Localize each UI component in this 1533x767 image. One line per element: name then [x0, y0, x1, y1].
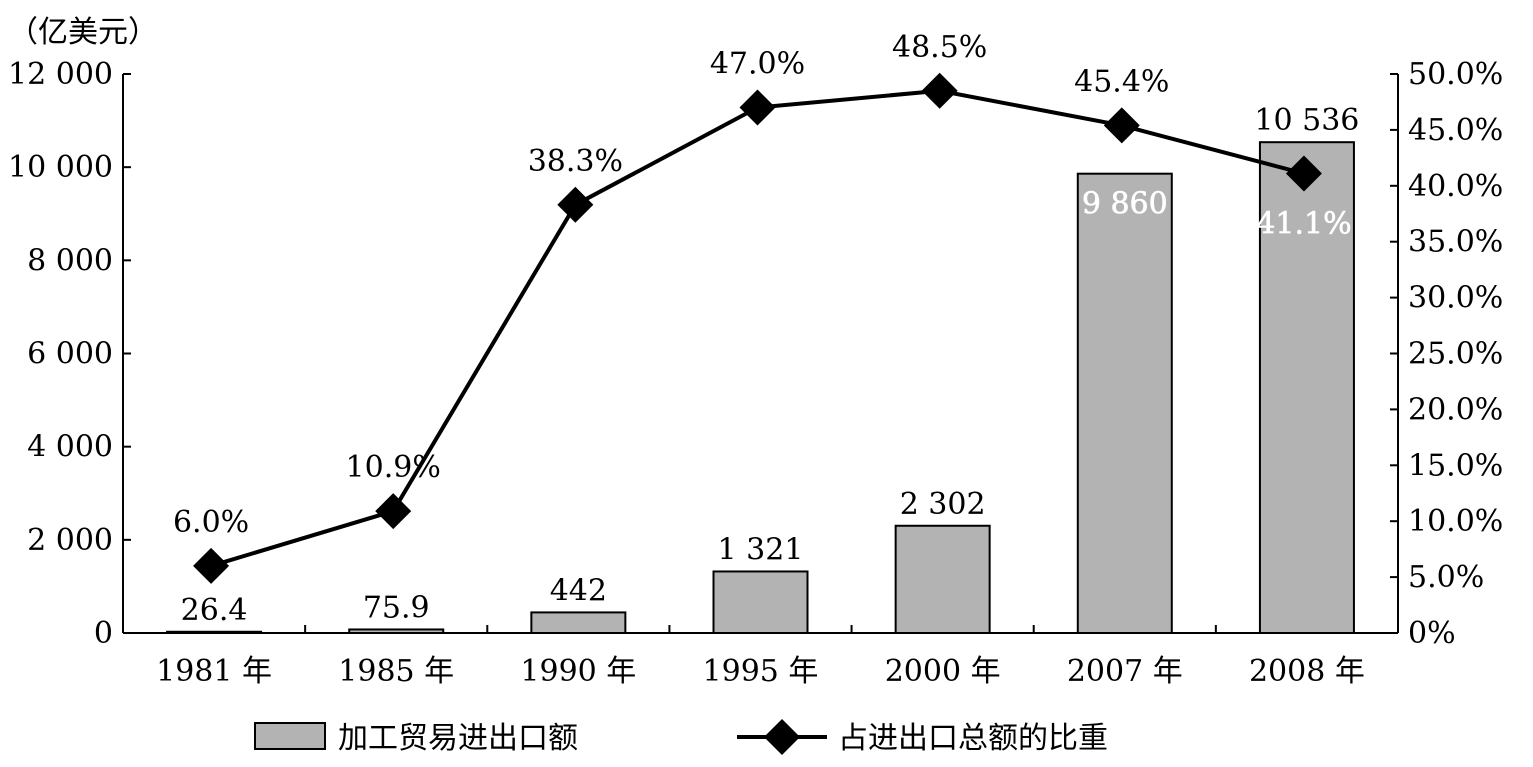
- x-tick-label: 1985 年: [338, 654, 454, 689]
- x-tick-label: 1995 年: [703, 654, 819, 689]
- x-tick-label: 1990 年: [520, 654, 636, 689]
- left-tick-label: 2 000: [27, 523, 113, 558]
- line-point-marker: [1285, 155, 1322, 192]
- bar-value-label: 442: [550, 573, 607, 608]
- bar-series: [166, 141, 1355, 635]
- left-tick-label: 10 000: [8, 150, 113, 185]
- bar: [1076, 172, 1173, 635]
- bar-value-label: 26.4: [181, 593, 248, 628]
- right-tick-label: 30.0%: [1408, 281, 1503, 316]
- line-value-label: 47.0%: [710, 47, 805, 82]
- bar: [348, 628, 445, 635]
- line-value-label: 48.5%: [892, 30, 987, 65]
- bar-value-label: 10 536: [1254, 103, 1359, 138]
- bar-value-label: 2 302: [900, 487, 986, 522]
- legend-bar-label: 加工贸易进出口额: [338, 721, 578, 756]
- line-point-marker: [193, 547, 230, 584]
- x-tick-label: 2007 年: [1067, 654, 1183, 689]
- bar-value-label: 75.9: [363, 590, 430, 625]
- axes: 0 2 000 4 000 6 000 8 000 10 000 12 000 0% 5.0% 1…: [8, 57, 1503, 689]
- line-value-label: 38.3%: [528, 144, 623, 179]
- right-tick-label: 25.0%: [1408, 337, 1503, 372]
- right-tick-label: 35.0%: [1408, 225, 1503, 260]
- right-tick-label: 15.0%: [1408, 448, 1503, 483]
- line-series: [193, 72, 1322, 584]
- bar: [1258, 141, 1355, 634]
- bar: [712, 570, 809, 635]
- line-point-marker: [1103, 107, 1140, 144]
- bar-value-label: 9 860: [1082, 187, 1168, 222]
- right-tick-label: 10.0%: [1408, 504, 1503, 539]
- right-tick-label: 45.0%: [1408, 113, 1503, 148]
- line-point-marker: [375, 493, 412, 530]
- x-tick-label: 1981 年: [156, 654, 272, 689]
- line-point-marker: [739, 89, 776, 126]
- right-tick-label: 5.0%: [1408, 560, 1484, 595]
- line-value-label: 10.9%: [346, 450, 441, 485]
- legend-bar-swatch: [254, 722, 326, 750]
- legend: 加工贸易进出口额 占进出口总额的比重: [254, 719, 1108, 756]
- right-tick-label: 50.0%: [1408, 57, 1503, 92]
- bar-value-label: 1 321: [718, 532, 804, 567]
- data-labels: 26.4 75.9 442 1 321 2 302 9 860 10 536 6.0% 10.9…: [173, 30, 1359, 628]
- line-point-marker: [557, 186, 594, 223]
- x-tick-label: 2000 年: [885, 654, 1001, 689]
- bar: [530, 611, 627, 634]
- line-value-label: 45.4%: [1074, 64, 1169, 99]
- line-value-label: 6.0%: [173, 505, 249, 540]
- legend-line-label: 占进出口总额的比重: [838, 721, 1108, 756]
- line-value-label: 41.1%: [1256, 207, 1351, 242]
- right-tick-label: 20.0%: [1408, 392, 1503, 427]
- left-tick-label: 4 000: [27, 430, 113, 465]
- y-axis-unit-label: （亿美元）: [8, 15, 158, 50]
- x-tick-label: 2008 年: [1249, 654, 1365, 689]
- bar: [894, 524, 991, 634]
- left-tick-label: 6 000: [27, 337, 113, 372]
- line-point-marker: [921, 72, 958, 109]
- right-tick-label: 40.0%: [1408, 169, 1503, 204]
- legend-line-marker: [764, 719, 800, 755]
- bar: [166, 630, 263, 635]
- left-tick-label: 0: [94, 616, 113, 651]
- right-tick-label: 0%: [1408, 616, 1456, 651]
- left-tick-label: 12 000: [8, 57, 113, 92]
- left-tick-label: 8 000: [27, 243, 113, 278]
